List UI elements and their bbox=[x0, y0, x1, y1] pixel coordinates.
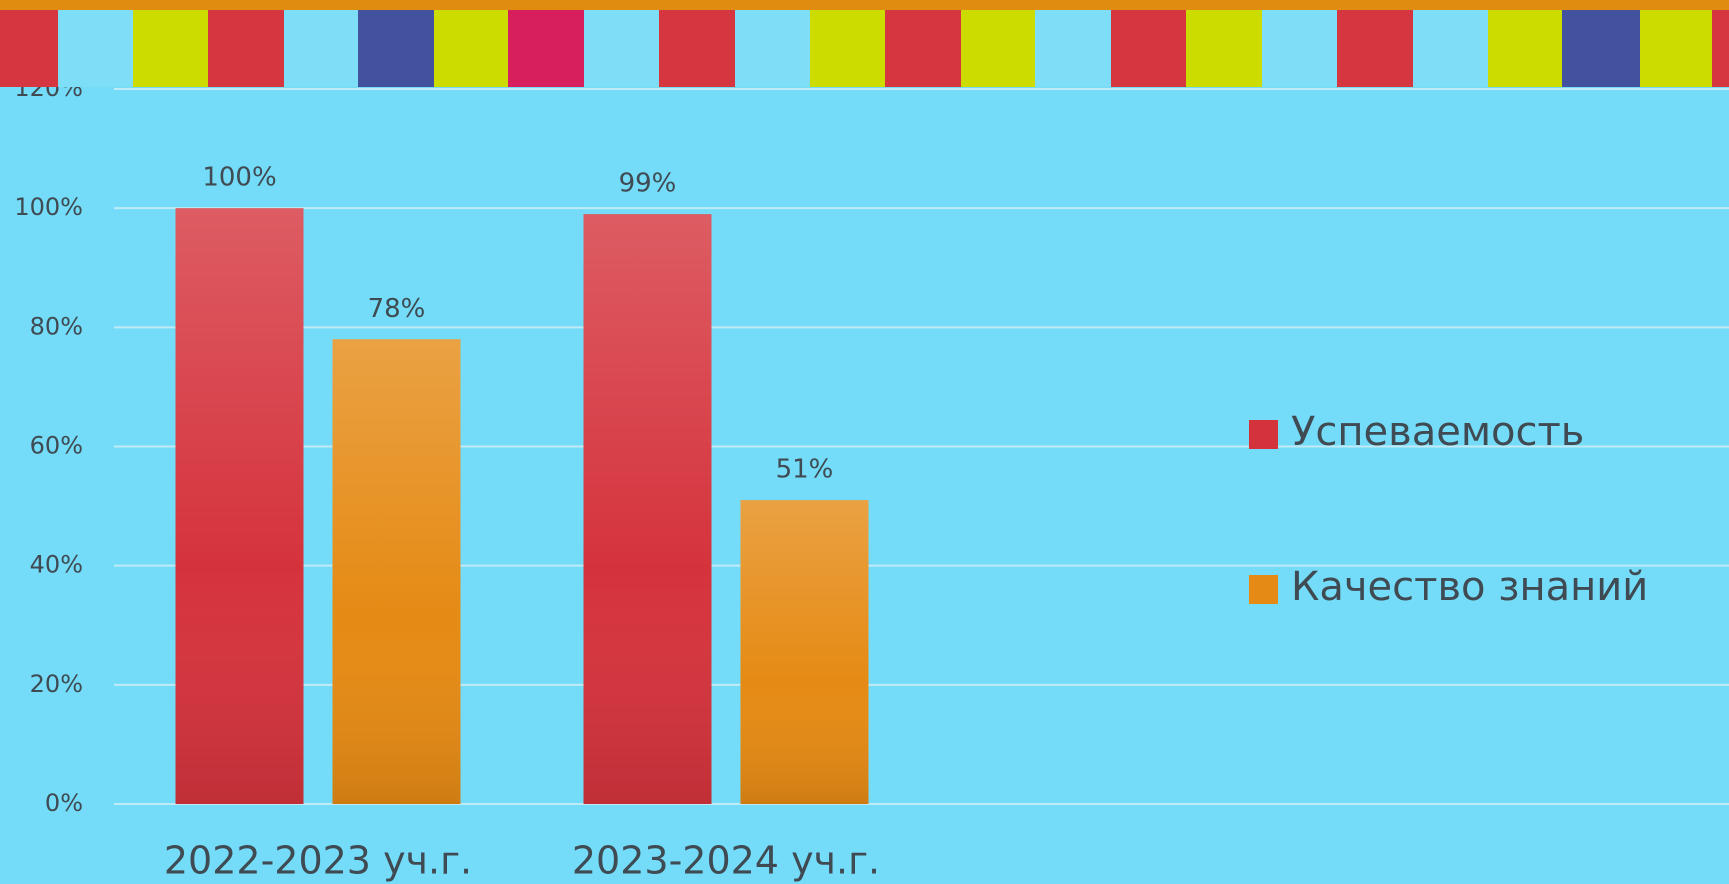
y-tick-label: 60% bbox=[30, 432, 83, 460]
legend-swatch bbox=[1249, 575, 1278, 604]
decor-tile bbox=[1337, 10, 1413, 87]
decor-tile bbox=[885, 10, 961, 87]
decor-tile bbox=[1562, 10, 1640, 87]
decor-tile bbox=[735, 10, 810, 87]
decor-tile bbox=[1413, 10, 1488, 87]
y-tick-label: 80% bbox=[30, 312, 83, 340]
decor-tile bbox=[434, 10, 508, 87]
top-border bbox=[0, 0, 1729, 10]
data-label: 99% bbox=[619, 169, 677, 199]
data-label: 100% bbox=[202, 163, 276, 193]
decor-tile bbox=[1640, 10, 1712, 87]
x-tick-label: 2022-2023 уч.г. bbox=[164, 839, 472, 883]
bar-shine bbox=[332, 339, 461, 804]
bar-shine bbox=[175, 208, 304, 804]
legend-swatch bbox=[1249, 420, 1278, 449]
y-tick-label: 0% bbox=[45, 789, 83, 817]
decor-tile bbox=[133, 10, 208, 87]
decor-tile bbox=[584, 10, 659, 87]
bar-shine bbox=[583, 214, 712, 804]
legend-label: Качество знаний bbox=[1291, 564, 1648, 610]
decor-tile bbox=[1488, 10, 1562, 87]
legend-label: Успеваемость bbox=[1291, 409, 1584, 455]
decor-tile bbox=[1712, 10, 1729, 87]
x-tick-label: 2023-2024 уч.г. bbox=[572, 839, 880, 883]
decor-tile bbox=[284, 10, 358, 87]
decor-tile bbox=[659, 10, 735, 87]
decor-tile bbox=[508, 10, 584, 87]
y-tick-label: 100% bbox=[14, 193, 83, 221]
decor-tile bbox=[1186, 10, 1262, 87]
y-tick-label: 20% bbox=[30, 670, 83, 698]
data-label: 51% bbox=[776, 455, 834, 485]
decor-tile bbox=[358, 10, 434, 87]
decor-tile bbox=[961, 10, 1035, 87]
decor-tile bbox=[1111, 10, 1186, 87]
decor-tile bbox=[1262, 10, 1337, 87]
y-tick-label: 40% bbox=[30, 551, 83, 579]
decor-tile bbox=[58, 10, 133, 87]
decor-tile bbox=[1035, 10, 1111, 87]
data-label: 78% bbox=[368, 294, 426, 324]
decor-tile bbox=[208, 10, 284, 87]
bar-shine bbox=[740, 500, 869, 804]
decor-tile bbox=[0, 10, 58, 87]
decor-tile bbox=[810, 10, 885, 87]
